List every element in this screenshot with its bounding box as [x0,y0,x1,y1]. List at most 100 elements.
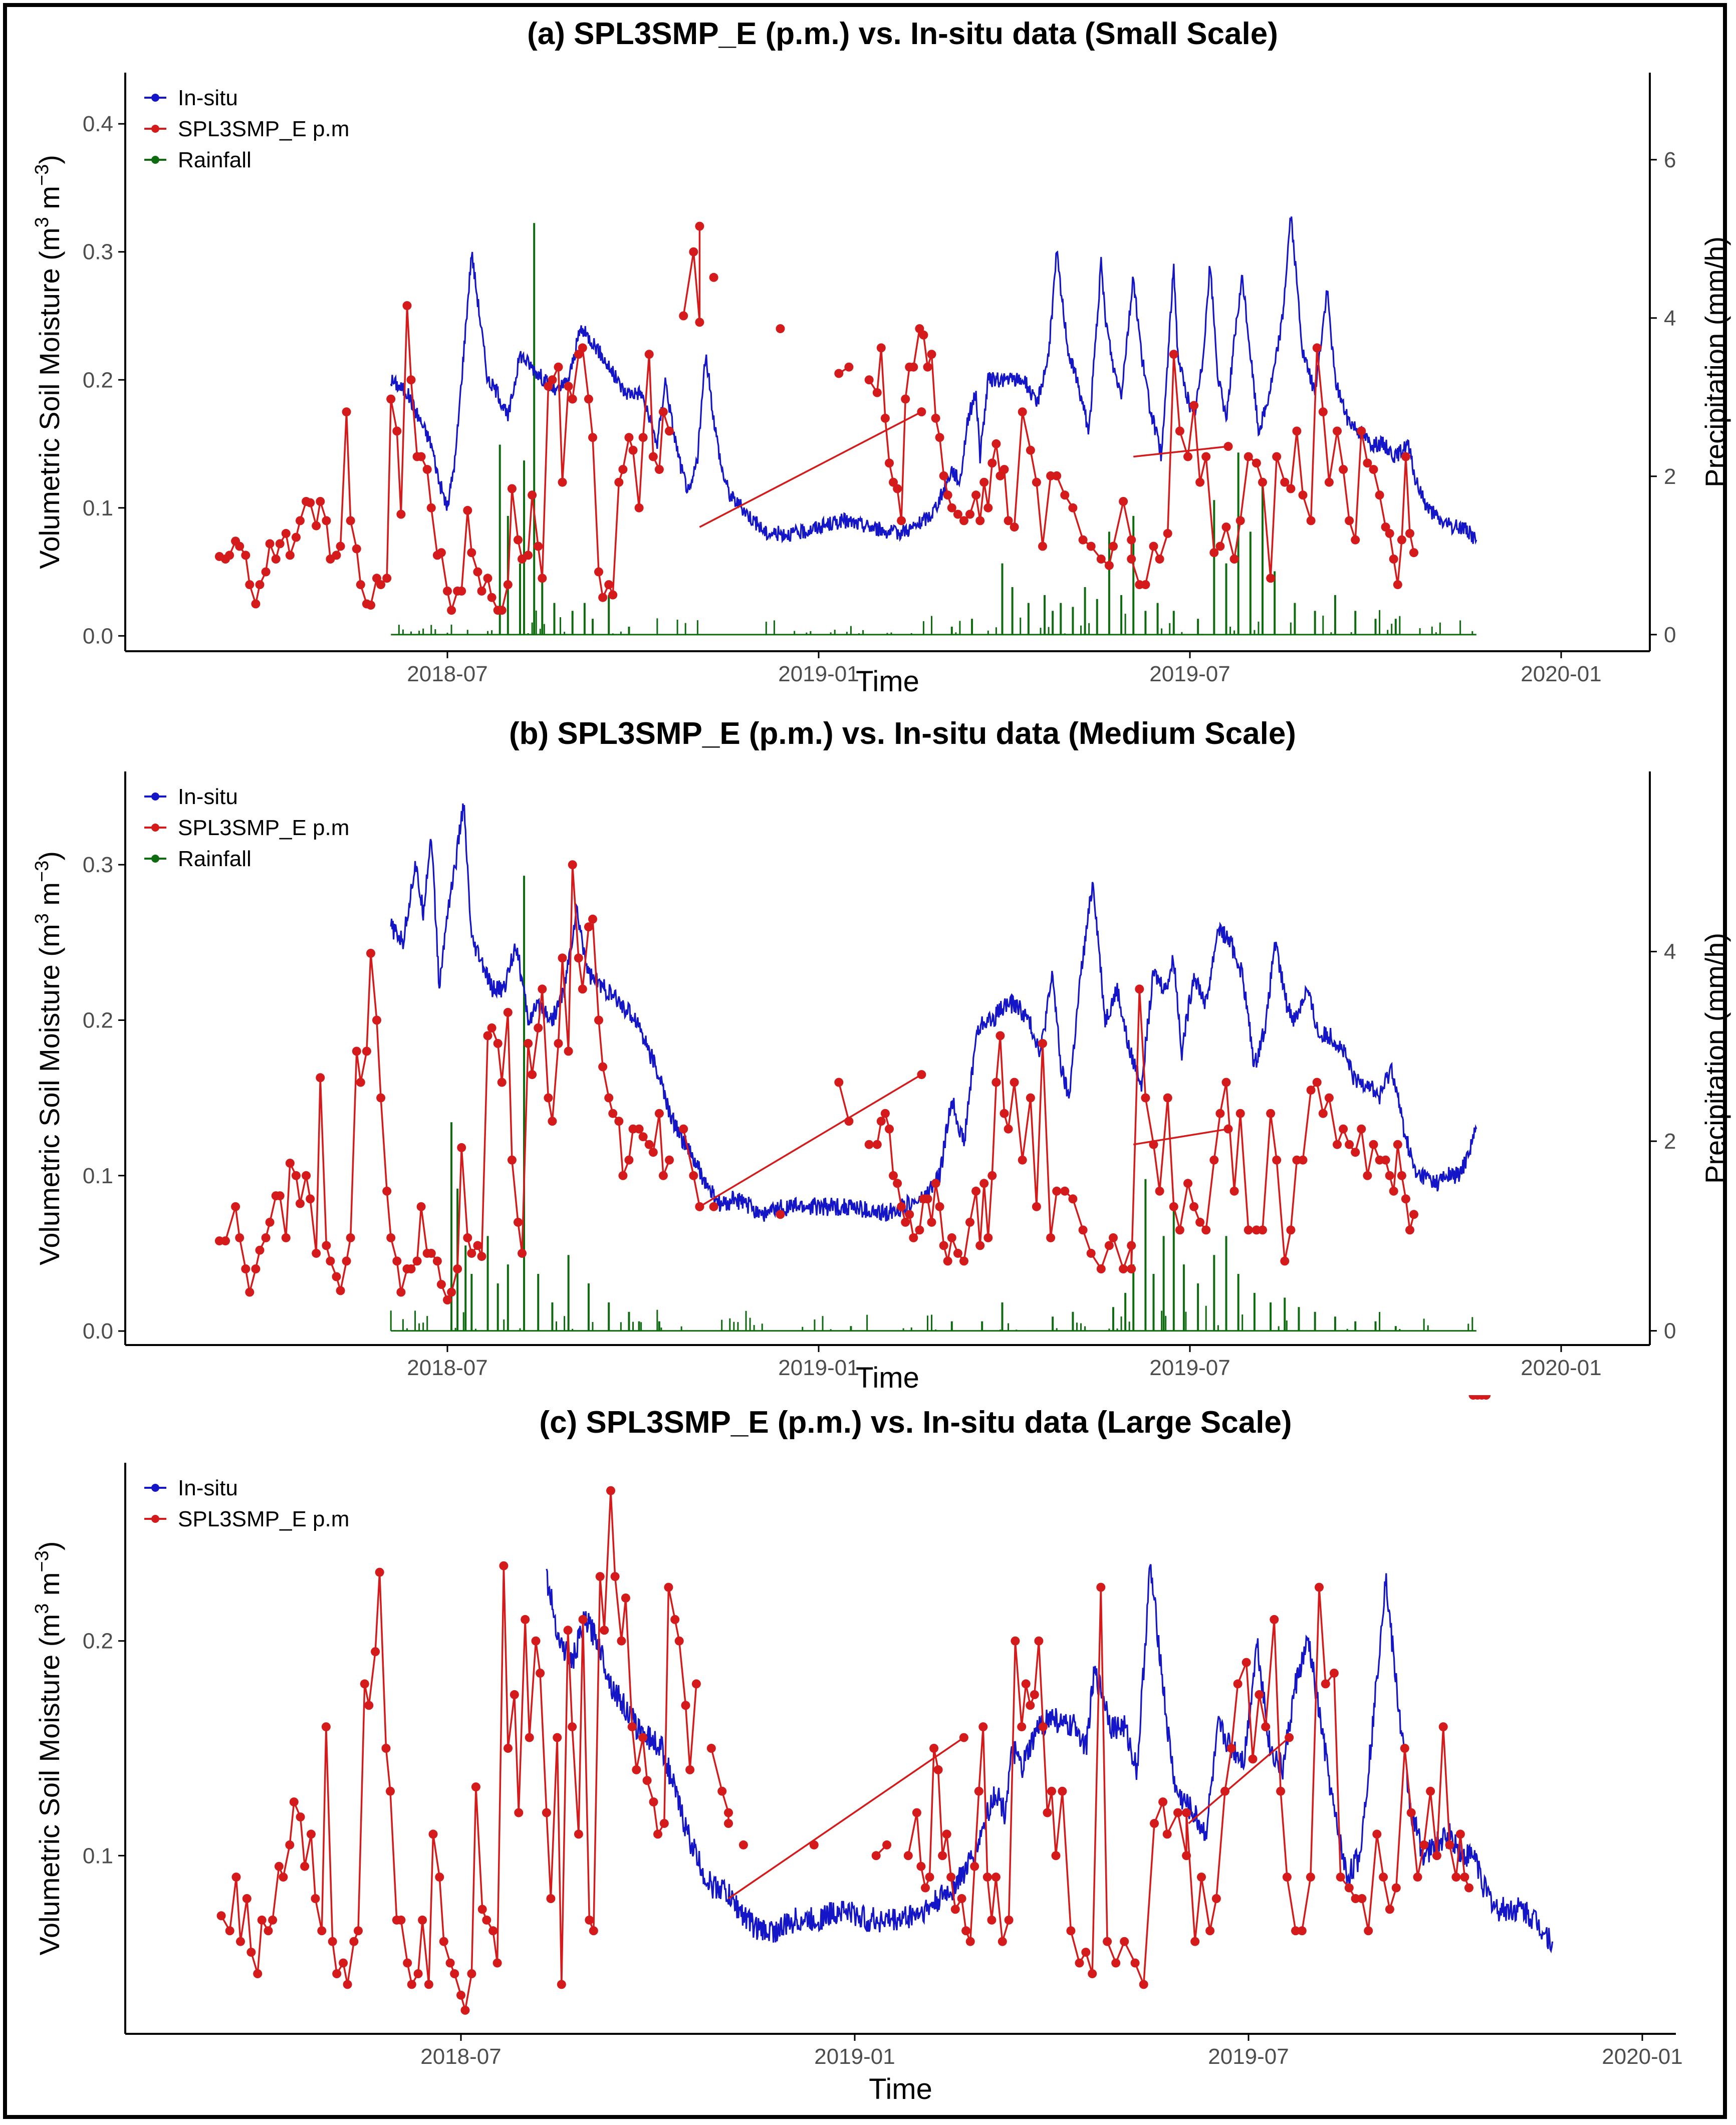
smap-point [251,1264,261,1273]
smap-point [679,1124,688,1134]
smap-point [1229,555,1239,564]
smap-point [644,1140,654,1149]
smap-point [482,1915,491,1925]
smap-point [943,1256,952,1266]
smap-point [1201,452,1211,461]
smap-point [376,580,386,590]
smap-point [947,503,956,512]
smap-point [584,922,593,932]
smap-point [292,1171,301,1180]
smap-point [903,1851,913,1861]
smap-point [493,1039,503,1048]
smap-point [456,1990,465,2000]
smap-point [346,516,355,525]
smap-point [1345,516,1354,525]
y2-tick-label: 4 [1664,306,1676,331]
smap-point [316,1073,325,1083]
smap-point [1406,1808,1416,1817]
legend: In-situ SPL3SMP_E p.m Rainfall [144,86,349,172]
smap-point [1155,1186,1164,1196]
smap-point [231,1873,241,1882]
x-tick-label: 2018-07 [420,2044,501,2069]
smap-point [1324,1093,1334,1103]
smap-point [864,1140,874,1149]
smap-point [1438,1722,1448,1732]
smap-line [219,306,670,614]
y-tick-label: 0.0 [83,1319,113,1344]
smap-point [1291,1926,1300,1936]
smap-point [257,1915,267,1925]
smap-point [1162,1829,1172,1839]
smap-point [1312,343,1322,353]
smap-point [1026,1093,1035,1103]
smap-point [917,407,926,417]
smap-point [648,1148,658,1157]
smap-point [1318,407,1328,417]
smap-point [356,1078,365,1087]
smap-point [644,350,654,359]
smap-point [354,1926,363,1936]
smap-point [889,1171,898,1180]
smap-point [1183,452,1192,461]
smap-point [1364,1926,1373,1936]
smap-point [392,1256,402,1266]
smap-point [343,1980,352,1989]
smap-point [396,509,406,519]
smap-point [1127,535,1136,545]
smap-point [225,551,234,560]
smap-point [402,301,412,311]
legend-label: In-situ [178,784,238,809]
smap-point [1052,1186,1062,1196]
smap-point [255,1245,265,1255]
smap-point [1158,1797,1168,1807]
x-tick-label: 2020-01 [1521,1356,1601,1380]
smap-point [1026,1701,1035,1710]
smap-point [396,1915,406,1925]
smap-point [1127,1264,1136,1273]
smap-point [375,1567,384,1577]
smap-point [594,567,603,577]
y-axis-label-part: Volumetric Soil Moisture (m [34,227,65,569]
y-axis-label-superscript: 3 [32,913,53,924]
y-axis-label-part: m [34,882,65,913]
smap-point [568,1722,577,1732]
smap-point [1363,1171,1372,1180]
smap-series [214,860,1418,1304]
smap-point [497,606,507,615]
y-axis-label: Volumetric Soil Moisture (m3 m−3) [32,155,65,569]
smap-point [235,1233,244,1242]
y-axis-label-part: m [34,1572,65,1604]
smap-point [1389,1186,1398,1196]
smap-point [328,1937,337,1946]
smap-point [588,914,597,924]
smap-point [503,1008,513,1017]
smap-point [246,1948,256,1957]
smap-point [436,548,446,558]
smap-point [554,362,563,372]
smap-point [1060,1186,1070,1196]
chart-title: (c) SPL3SMP_E (p.m.) vs. In-situ data (L… [539,1405,1292,1440]
smap-point [352,1046,361,1056]
smap-point [553,1733,562,1742]
smap-point [564,1046,573,1056]
smap-point [600,1626,609,1635]
smap-point [709,1202,718,1211]
smap-point [1235,1109,1245,1118]
smap-point [1272,452,1282,461]
x-tick-label: 2020-01 [1521,662,1601,686]
smap-point [923,362,932,372]
smap-line [220,1490,697,2011]
smap-point [970,1862,979,1871]
y2-tick-label: 2 [1664,464,1676,489]
smap-point [1258,1225,1267,1235]
smap-point [342,407,351,417]
smap-point [1286,1225,1296,1235]
smap-point [1066,1926,1076,1936]
smap-point [1266,1109,1276,1118]
smap-point [548,375,557,385]
smap-point [1215,1109,1225,1118]
smap-point [564,382,573,391]
smap-point [503,580,513,590]
smap-point [1381,1155,1390,1165]
smap-point [606,1486,615,1495]
